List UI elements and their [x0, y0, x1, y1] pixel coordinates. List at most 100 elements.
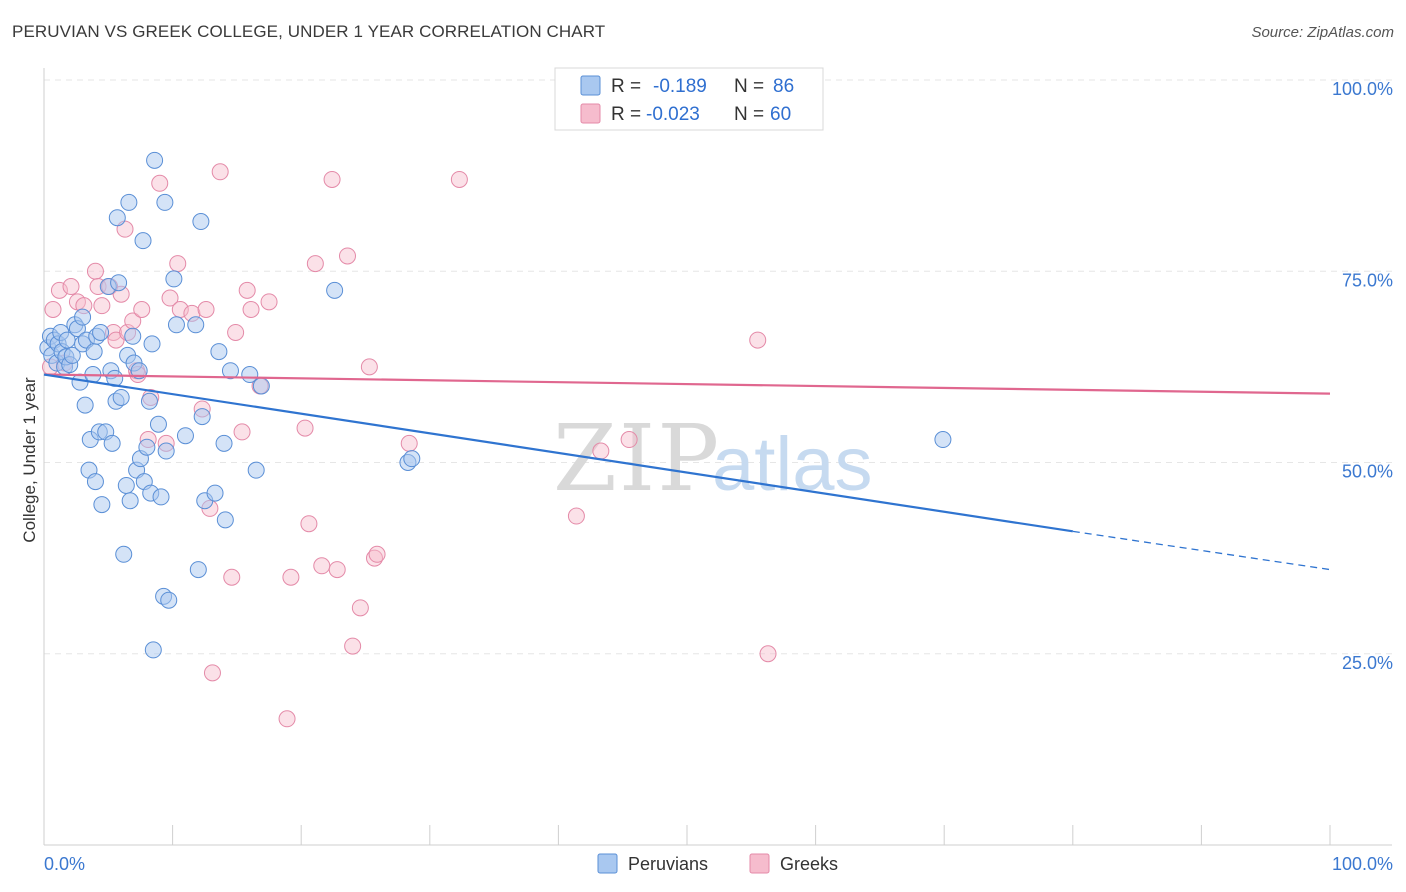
legend-r-label-2: R = — [611, 104, 646, 125]
peruvians-point — [167, 316, 185, 334]
peruvians-point — [76, 396, 94, 414]
watermark: ZIP atlas — [553, 405, 873, 512]
watermark-atlas: atlas — [712, 422, 873, 507]
bottom-legend-swatch-peruvians — [597, 853, 618, 874]
peruvians-point — [221, 362, 239, 380]
legend-r-value-2: -0.023 — [646, 104, 700, 125]
y-axis-label: College, Under 1 year — [20, 377, 39, 543]
greeks-point — [749, 331, 767, 349]
legend-n-value-1: 86 — [773, 76, 794, 97]
peruvians-point — [130, 362, 148, 380]
peruvians-point — [117, 476, 135, 494]
greeks-point — [300, 515, 318, 533]
greeks-point — [238, 281, 256, 299]
peruvians-trendline — [43, 373, 1073, 533]
y-tick-label: 50.0% — [1342, 462, 1393, 482]
svg-text:R = -0.023 N =: R = -0.023 N = 60 — [611, 104, 791, 125]
peruvians-point — [160, 591, 178, 609]
peruvians-point — [103, 434, 121, 452]
greeks-point — [592, 442, 610, 460]
y-tick-label: 75.0% — [1342, 270, 1393, 290]
greeks-point — [203, 664, 221, 682]
legend-r-value-1: -0.189 — [653, 76, 707, 97]
x-tick-label-min: 0.0% — [44, 854, 85, 874]
peruvians-point — [86, 473, 104, 491]
greeks-point — [242, 301, 260, 318]
peruvians-point — [189, 561, 207, 579]
peruvians-point — [187, 316, 205, 334]
greeks-point — [323, 170, 341, 188]
peruvians-point — [152, 488, 170, 506]
legend-n-label-1: N = — [734, 76, 769, 97]
greeks-point — [620, 431, 638, 449]
peruvians-point — [85, 343, 103, 361]
peruvians-point — [121, 492, 139, 510]
peruvians-point — [146, 151, 164, 169]
source-label: Source: ZipAtlas.com — [1251, 24, 1394, 41]
series-peruvians — [39, 151, 952, 659]
peruvians-point — [92, 323, 110, 341]
legend-r-label-1: R = — [611, 76, 646, 97]
greeks-point — [360, 358, 378, 376]
peruvians-point — [192, 213, 210, 231]
peruvians-point — [124, 327, 142, 345]
peruvians-point — [247, 461, 265, 479]
bottom-legend: Peruvians Greeks — [597, 853, 838, 874]
watermark-zip: ZIP — [553, 405, 721, 512]
greeks-point — [93, 297, 111, 315]
axes — [43, 68, 1392, 846]
bottom-legend-peruvians: Peruvians — [628, 854, 708, 874]
peruvians-point — [93, 496, 111, 514]
peruvians-point — [108, 209, 126, 227]
greeks-point — [233, 423, 251, 441]
greeks-point — [44, 301, 62, 318]
greeks-point — [344, 637, 362, 655]
greeks-point — [328, 561, 346, 579]
peruvians-point — [138, 438, 156, 456]
peruvians-point — [215, 434, 233, 452]
greeks-point — [223, 568, 241, 586]
greeks-point — [368, 545, 386, 563]
greeks-point — [227, 323, 245, 341]
peruvians-point — [149, 415, 167, 433]
peruvians-point — [206, 484, 224, 502]
greeks-point — [282, 568, 300, 586]
greeks-point — [338, 247, 356, 265]
peruvians-point — [110, 274, 128, 292]
peruvians-point — [120, 193, 138, 211]
peruvians-point — [134, 232, 152, 250]
legend: R = -0.189 N = 86 R = -0.023 N = 60 — [554, 67, 824, 131]
legend-n-label-2: N = — [734, 104, 769, 125]
peruvians-point — [165, 270, 183, 288]
greeks-point — [296, 419, 314, 437]
peruvians-point — [193, 408, 211, 426]
bottom-legend-swatch-greeks — [749, 853, 770, 874]
x-tick-label-max: 100.0% — [1332, 854, 1393, 874]
peruvians-point — [326, 281, 344, 299]
legend-swatch-peruvians — [580, 75, 601, 96]
peruvians-point — [74, 308, 92, 326]
greeks-point — [151, 174, 169, 192]
bottom-legend-greeks: Greeks — [780, 854, 838, 874]
peruvians-point — [143, 335, 161, 353]
greeks-point — [567, 507, 585, 525]
peruvians-point — [210, 343, 228, 361]
greeks-point — [86, 262, 104, 280]
greeks-point — [313, 557, 331, 575]
peruvians-point — [403, 450, 421, 468]
chart-title: PERUVIAN VS GREEK COLLEGE, UNDER 1 YEAR … — [12, 22, 606, 41]
legend-swatch-greeks — [580, 103, 601, 124]
greeks-point — [759, 645, 777, 663]
peruvians-point — [157, 442, 175, 460]
greeks-point — [260, 293, 278, 311]
greeks-trendline — [43, 373, 1331, 395]
peruvians-point — [63, 346, 81, 364]
peruvians-point — [156, 193, 174, 211]
peruvians-point — [934, 431, 952, 449]
y-tick-label: 25.0% — [1342, 653, 1393, 673]
greeks-point — [278, 710, 296, 728]
trendlines — [43, 373, 1331, 571]
peruvians-trendline-extension — [1072, 530, 1331, 571]
greeks-point — [62, 278, 80, 296]
